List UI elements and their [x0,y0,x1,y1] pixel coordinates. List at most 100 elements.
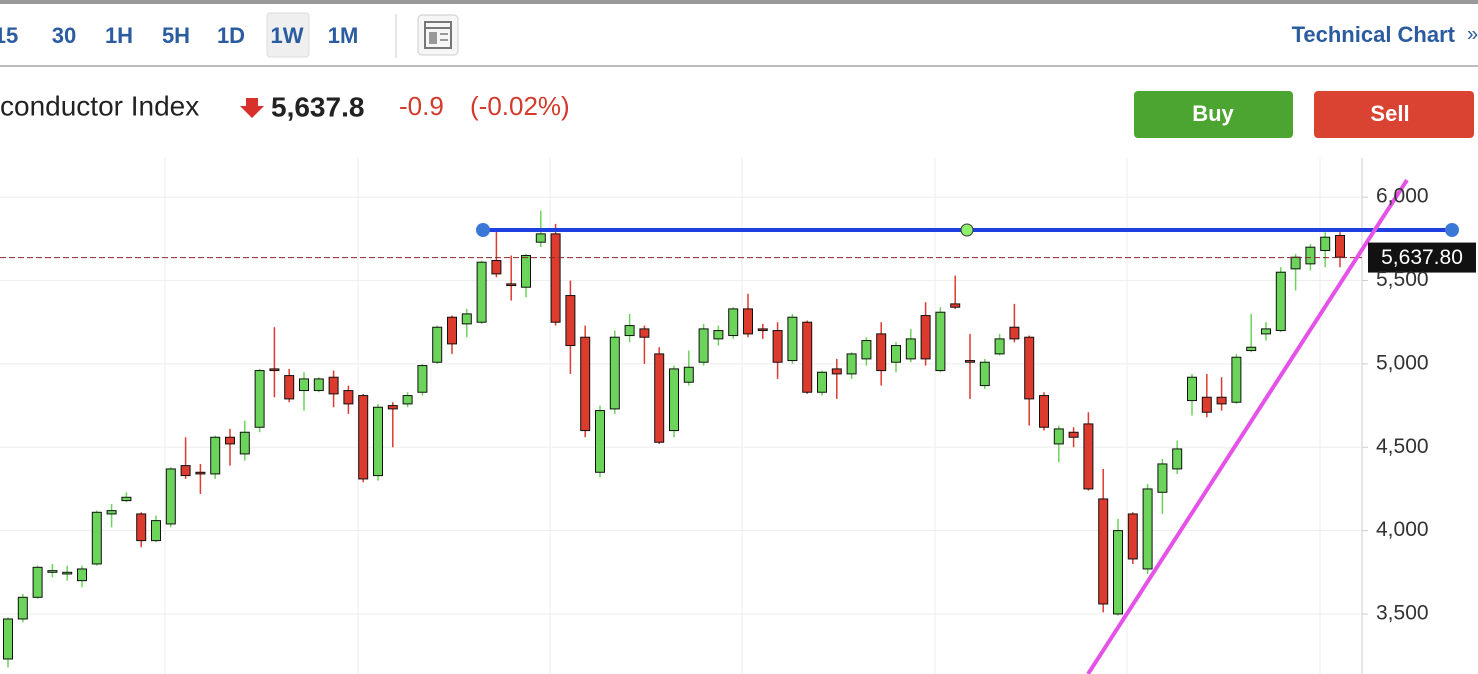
sell-label[interactable]: Sell [1370,101,1409,126]
instrument-name: conductor Index [0,90,199,121]
y-tick-label: 5,000 [1376,351,1429,374]
candle-body [151,520,161,542]
buy-button[interactable] [1134,91,1293,138]
candle-body [1305,246,1316,265]
candle-body [802,321,813,393]
candle-body [1039,395,1049,428]
candle-body [3,618,13,660]
candle-body [1098,498,1109,605]
candle-body [713,330,724,340]
candle-body [521,255,531,288]
y-tick-label: 4,500 [1376,435,1429,458]
candle-body [239,431,250,455]
candle-body [461,313,472,325]
candle-body [876,333,887,372]
candle-body [1142,488,1153,570]
candle-body [1127,513,1138,560]
candle-body [254,370,265,428]
candle-body [683,366,694,383]
candle-body [979,361,990,387]
candle-body [491,260,502,275]
candle-body [817,371,827,393]
candle-body [1024,336,1035,400]
candle-body [506,283,517,287]
candle-body [1187,376,1197,402]
candle-body [1201,396,1212,413]
candle-body [32,566,43,598]
candle-body [1231,356,1242,403]
candle-body [1083,423,1094,490]
candle-body [17,596,28,620]
candle-body [284,375,295,400]
y-tick-label: 6,000 [1376,185,1429,208]
candle-body [180,465,191,477]
candle-body [121,496,132,502]
candle-body [1113,530,1123,615]
candle-body [432,326,443,363]
candle-body [624,325,635,337]
candle-body [654,353,665,443]
candle-body [417,365,428,393]
candle-body [728,308,739,337]
candle-body [920,315,931,360]
price: 5,637.8 [271,91,364,122]
candle-body [1275,271,1286,332]
candle-body [669,368,679,432]
candle-body [106,510,117,515]
candle-body [550,233,561,323]
candle-body [1320,236,1331,252]
layout-icon[interactable] [417,14,459,56]
candle-body [195,471,206,475]
candle-body [846,353,857,375]
candle-body [313,378,324,392]
candle-body [91,511,102,565]
candle-body [787,316,798,362]
candle-body [447,316,457,345]
candle-body [891,345,901,363]
interval-button[interactable]: 1D [217,23,245,48]
sell-button[interactable] [1314,91,1474,138]
candle-body [1290,256,1301,270]
interval-button[interactable]: 1W [271,23,304,48]
interval-button[interactable]: 5H [162,23,190,48]
interval-button[interactable]: 1H [105,23,133,48]
candle-body [1009,326,1020,340]
candle-body [1246,346,1257,352]
candle-body [358,395,369,480]
candle-body [965,360,975,363]
down-arrow-icon [240,98,264,118]
interval-button[interactable]: 1M [328,23,359,48]
vertical-grid [164,158,1321,674]
candle-body [1172,448,1183,470]
top-border [0,0,1478,4]
candle-body [772,330,783,363]
candle-body [269,368,280,372]
candle-body [62,571,73,575]
candle-body [609,336,620,410]
candle-body [639,328,650,338]
candle-body [861,340,872,360]
candle-body [1157,463,1168,493]
candle-body [595,410,605,473]
candle-body [402,395,413,405]
y-tick-label: 4,000 [1376,518,1429,541]
interval-button[interactable]: 15 [0,23,18,48]
candle-body [210,436,221,475]
candle-body [373,406,383,477]
candle-body [831,368,842,375]
candle-body [1068,431,1079,438]
link-arrow[interactable]: » [1467,23,1478,45]
selected-interval-bg [266,12,310,58]
drawings[interactable] [476,178,1459,674]
candle-body [1216,396,1227,405]
candle-body [328,376,339,395]
interval-button[interactable]: 30 [52,23,76,48]
candle-body [935,311,946,372]
technical-chart-link[interactable]: Technical Chart [1292,22,1456,47]
buy-label[interactable]: Buy [1192,101,1234,126]
y-tick-label: 3,500 [1376,602,1429,625]
candle-body [476,261,487,323]
candle-body [387,405,398,410]
